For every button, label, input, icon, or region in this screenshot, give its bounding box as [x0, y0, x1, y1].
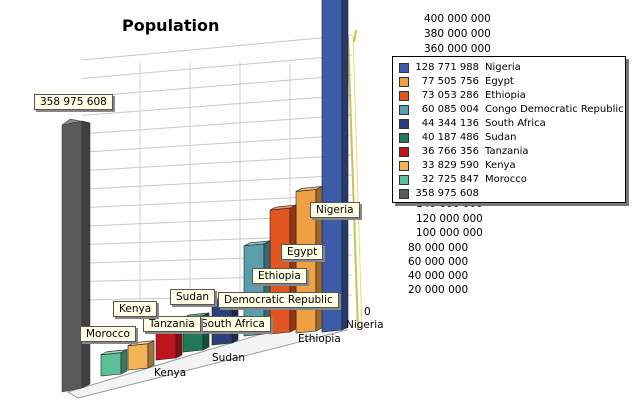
- data-label: Democratic Republic: [218, 292, 339, 308]
- legend-entry: 77 505 756 Egypt: [399, 75, 514, 88]
- grid-line: [81, 174, 353, 190]
- data-label: Sudan: [170, 289, 216, 305]
- legend-swatch: [399, 104, 409, 115]
- data-label: Nigeria: [310, 202, 360, 218]
- legend-value: 60 085 004: [421, 104, 479, 115]
- legend-label: Tanzania: [485, 146, 529, 157]
- grid-line: [81, 74, 353, 98]
- legend-swatch: [399, 146, 409, 157]
- legend-value: 73 053 286: [421, 90, 479, 101]
- bar-top: [127, 340, 155, 347]
- bar-top: [295, 186, 323, 192]
- legend-entry: 358 975 608: [399, 187, 485, 200]
- legend-entry: 44 344 136 South Africa: [399, 117, 546, 130]
- legend-label: Egypt: [485, 76, 514, 87]
- legend-swatch: [399, 90, 409, 101]
- legend-swatch: [399, 118, 409, 129]
- grid-line: [81, 154, 353, 172]
- legend-entry: 32 725 847 Morocco: [399, 173, 527, 186]
- grid-line: [81, 134, 353, 153]
- legend-swatch: [399, 188, 409, 199]
- legend-swatch: [399, 174, 409, 185]
- y-tick-label: 0: [364, 306, 371, 318]
- legend-value: 32 725 847: [421, 174, 479, 185]
- legend-value: 128 771 988: [415, 62, 479, 73]
- legend-label: Kenya: [485, 160, 516, 171]
- data-label: Egypt: [281, 244, 324, 260]
- y-axis-line: [352, 35, 363, 331]
- legend-label: Sudan: [485, 132, 517, 143]
- legend: 128 771 988 Nigeria 77 505 756 Egypt 73 053 …: [392, 56, 626, 203]
- data-label: Morocco: [80, 326, 136, 342]
- y-axis-line: [347, 35, 359, 331]
- x-tick-label: Ethiopia: [298, 333, 341, 345]
- y-tick-label: 360 000 000: [424, 43, 491, 55]
- y-tick-label: 380 000 000: [424, 28, 491, 40]
- bar-side: [341, 0, 349, 331]
- legend-label: Ethiopia: [485, 90, 526, 101]
- bar-top: [269, 204, 297, 211]
- legend-entry: 40 187 486 Sudan: [399, 131, 517, 144]
- bar-top: [100, 349, 128, 355]
- legend-entry: 73 053 286 Ethiopia: [399, 89, 526, 102]
- bar-aggregate-top: [61, 118, 91, 126]
- grid-line: [81, 94, 353, 116]
- bar-aggregate: [61, 120, 83, 393]
- y-tick-label: 400 000 000: [424, 13, 491, 25]
- legend-label: Nigeria: [485, 62, 521, 73]
- y-tick-label: 60 000 000: [408, 256, 469, 268]
- y-tick-label: 40 000 000: [408, 270, 469, 282]
- legend-label: Morocco: [485, 174, 527, 185]
- y-tick-label: 120 000 000: [416, 213, 483, 225]
- grid-line: [81, 34, 353, 61]
- y-tick-label: 80 000 000: [408, 242, 469, 254]
- bar-morocco: [100, 352, 122, 377]
- y-axis-line: [353, 29, 357, 43]
- data-label: Tanzania: [143, 316, 201, 332]
- bar-kenya: [127, 343, 149, 371]
- legend-entry: 128 771 988 Nigeria: [399, 61, 521, 74]
- legend-value: 33 829 590: [421, 160, 479, 171]
- legend-label: South Africa: [485, 118, 546, 129]
- data-label: South Africa: [195, 316, 271, 332]
- bar-aggregate-side: [81, 120, 91, 389]
- chart-title: Population: [122, 16, 220, 35]
- legend-swatch: [399, 160, 409, 171]
- data-label: Kenya: [113, 301, 158, 317]
- x-tick-label: Nigeria: [346, 319, 384, 331]
- bar-top: [243, 240, 271, 247]
- legend-entry: 60 085 004 Congo Democratic Republic: [399, 103, 624, 116]
- legend-value: 358 975 608: [415, 188, 479, 199]
- bar-tanzania: [155, 328, 177, 361]
- legend-swatch: [399, 62, 409, 73]
- legend-swatch: [399, 132, 409, 143]
- y-tick-label: 20 000 000: [408, 284, 469, 296]
- bar-side: [120, 349, 128, 375]
- legend-value: 44 344 136: [421, 118, 479, 129]
- x-tick-label: Kenya: [154, 367, 187, 379]
- legend-entry: 33 829 590 Kenya: [399, 159, 516, 172]
- legend-swatch: [399, 76, 409, 87]
- y-tick-label: 100 000 000: [416, 227, 483, 239]
- grid-line: [81, 114, 353, 135]
- x-tick-label: Sudan: [212, 352, 246, 364]
- legend-label: Congo Democratic Republic: [485, 104, 624, 115]
- grid-line: [81, 54, 353, 79]
- data-label: Ethiopia: [252, 268, 307, 284]
- legend-value: 77 505 756: [421, 76, 479, 87]
- bar-nigeria: [321, 0, 343, 333]
- bar-side: [147, 340, 155, 369]
- legend-value: 36 766 356: [421, 146, 479, 157]
- data-label: 358 975 608: [34, 94, 113, 110]
- legend-value: 40 187 486: [421, 132, 479, 143]
- legend-entry: 36 766 356 Tanzania: [399, 145, 529, 158]
